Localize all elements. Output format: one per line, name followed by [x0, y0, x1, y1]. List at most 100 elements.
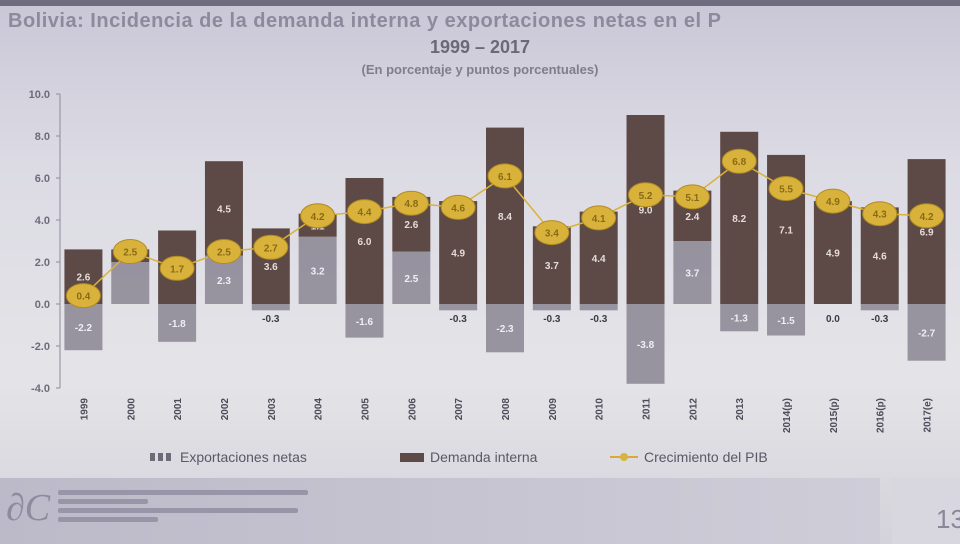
slide-footer: ∂C [0, 478, 880, 544]
crecimiento-pib-point [674, 184, 710, 210]
demanda-interna-label: 6.0 [358, 237, 372, 248]
x-tick-label: 2000 [126, 398, 137, 421]
exportaciones-netas-label: -1.5 [777, 316, 795, 327]
exportaciones-netas-bar [579, 304, 618, 311]
y-tick-label: 8.0 [35, 131, 50, 143]
crecimiento-pib-label: 4.2 [920, 212, 934, 223]
demanda-interna-label: 4.9 [826, 249, 840, 260]
crecimiento-pib-label: 3.4 [545, 229, 559, 240]
crecimiento-pib-label: 6.1 [498, 172, 512, 183]
y-tick-label: 10.0 [29, 89, 50, 101]
exportaciones-netas-label: 2.3 [217, 276, 231, 287]
logo-icon: ∂C [6, 487, 51, 529]
exportaciones-netas-bar [158, 304, 197, 342]
crecimiento-pib-point [65, 283, 101, 309]
demanda-interna-label: 3.7 [545, 261, 559, 272]
demanda-interna-label: 7.1 [779, 225, 793, 236]
y-tick-label: -2.0 [31, 341, 50, 353]
exportaciones-netas-label: -0.3 [450, 314, 468, 325]
y-tick-label: 6.0 [35, 173, 50, 185]
demanda-interna-bar [486, 127, 524, 304]
crecimiento-pib-label: 1.7 [170, 264, 184, 275]
exportaciones-netas-label: -2.2 [75, 323, 93, 334]
x-tick-label: 2017(e) [923, 398, 934, 432]
exportaciones-netas-bar [111, 262, 150, 304]
x-tick-label: 2010 [595, 398, 606, 421]
crecimiento-pib-label: 5.2 [639, 191, 653, 202]
crecimiento-pib-label: 2.5 [123, 248, 137, 259]
crecimiento-pib-label: 5.5 [779, 185, 793, 196]
exportaciones-netas-bar [345, 304, 384, 338]
exportaciones-netas-label: -0.3 [590, 314, 608, 325]
demanda-interna-bar [626, 115, 665, 304]
exportaciones-netas-bar [64, 304, 103, 351]
legend-swatch-demanda [400, 452, 424, 462]
crecimiento-pib-point [534, 220, 570, 246]
x-tick-label: 2006 [407, 398, 418, 421]
slide-title: Bolivia: Incidencia de la demanda intern… [8, 10, 722, 32]
x-tick-label: 2005 [360, 398, 371, 421]
x-tick-label: 2016(p) [876, 398, 887, 433]
chart-units: (En porcentaje y puntos porcentuales) [361, 62, 599, 77]
exportaciones-netas-label: -1.3 [731, 314, 749, 325]
page-number-box [892, 478, 960, 544]
chart-legend: Exportaciones netas Demanda interna Crec… [150, 449, 850, 469]
demanda-interna-label: 8.2 [732, 214, 746, 225]
y-tick-label: 0.0 [35, 299, 50, 311]
legend-label-pib: Crecimiento del PIB [644, 449, 768, 465]
demanda-interna-bar [345, 178, 384, 304]
crecimiento-pib-point [159, 255, 195, 281]
page-number: 13 [936, 504, 960, 534]
demanda-interna-label: 2.4 [685, 212, 699, 223]
demanda-interna-label: 4.6 [873, 252, 887, 263]
footer-source-notes [58, 490, 308, 526]
x-tick-label: 2011 [642, 398, 653, 420]
legend-label-demanda: Demanda interna [430, 449, 538, 465]
crecimiento-pib-point [768, 176, 804, 201]
demanda-interna-bar [813, 201, 852, 304]
crecimiento-pib-label: 4.4 [358, 208, 372, 219]
x-tick-label: 2008 [501, 398, 512, 421]
crecimiento-pib-label: 2.7 [264, 243, 278, 254]
demanda-interna-label: 4.9 [451, 249, 465, 260]
exportaciones-netas-bar [486, 304, 524, 353]
crecimiento-pib-point [721, 148, 757, 174]
legend-item-demanda: Demanda interna [400, 449, 537, 465]
exportaciones-netas-bar [439, 304, 478, 311]
exportaciones-netas-label: -2.3 [496, 324, 514, 335]
x-tick-label: 2002 [220, 398, 231, 421]
legend-item-pib: Crecimiento del PIB [610, 449, 768, 465]
crecimiento-pib-label: 4.1 [592, 214, 606, 225]
crecimiento-pib-point [909, 203, 945, 229]
demanda-interna-label: 4.5 [217, 204, 231, 215]
demanda-interna-label: 9.0 [639, 206, 653, 217]
crecimiento-pib-point [440, 194, 476, 220]
exportaciones-netas-label: -2.7 [918, 328, 936, 339]
x-tick-label: 2009 [548, 398, 559, 421]
crecimiento-pib-point [300, 203, 336, 229]
exportaciones-netas-bar [298, 236, 337, 304]
x-tick-label: 2001 [173, 398, 184, 421]
exportaciones-netas-label: -0.3 [871, 314, 889, 325]
x-tick-label: 2012 [688, 398, 699, 421]
crecimiento-pib-point [346, 199, 382, 225]
demanda-interna-label: 2.6 [76, 273, 90, 284]
demanda-interna-label: 8.4 [498, 212, 512, 223]
demanda-interna-label: 3.6 [264, 262, 278, 273]
exportaciones-netas-label: 0.0 [826, 314, 840, 325]
exportaciones-netas-bar [767, 304, 806, 336]
demanda-interna-bar [907, 159, 946, 304]
crecimiento-pib-label: 4.2 [311, 212, 325, 223]
crecimiento-pib-label: 4.9 [826, 197, 840, 208]
x-tick-label: 2013 [735, 398, 746, 421]
crecimiento-pib-point [253, 234, 289, 260]
crecimiento-pib-label: 4.8 [404, 199, 418, 210]
exportaciones-netas-bar [673, 241, 712, 304]
exportaciones-netas-label: -3.8 [637, 340, 655, 351]
legend-label-exportaciones: Exportaciones netas [180, 449, 307, 465]
exportaciones-netas-bar [720, 304, 759, 332]
exportaciones-netas-bar [860, 304, 899, 311]
x-tick-label: 2003 [267, 398, 278, 421]
legend-swatch-pib [610, 452, 638, 462]
x-tick-label: 2004 [314, 398, 325, 421]
